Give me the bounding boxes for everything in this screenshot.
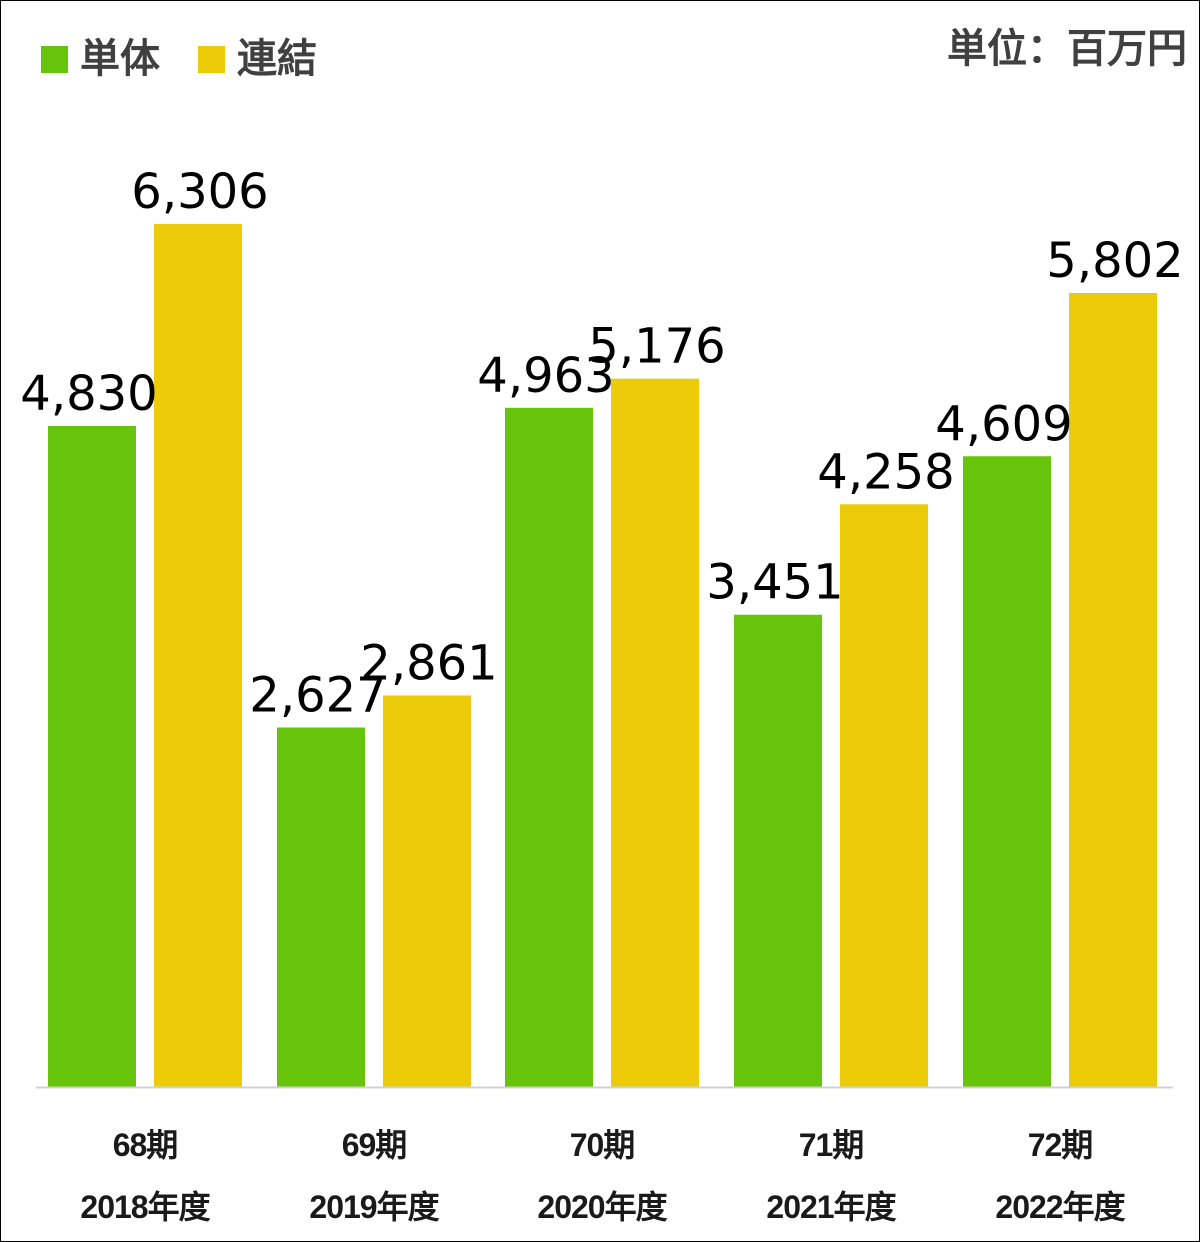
x-tick-year-0: 2018年度 [80,1189,210,1225]
data-label-single-0: 4,830 [20,366,157,422]
legend-item-single: 単体 [41,39,160,79]
x-tick-period-4: 72期 [1028,1127,1093,1163]
bar-single-2 [505,407,593,1087]
x-tick-period-2: 70期 [570,1127,635,1163]
data-label-consolidated-0: 6,306 [131,164,268,220]
data-label-consolidated-3: 4,258 [817,444,954,500]
data-label-single-3: 3,451 [706,555,843,611]
data-label-single-4: 4,609 [935,396,1072,452]
x-tick-year-1: 2019年度 [309,1189,439,1225]
x-tick-period-3: 71期 [799,1127,864,1163]
unit-label: 単位：百万円 [947,26,1187,72]
bar-single-1 [277,727,365,1087]
bar-consolidated-4 [1069,292,1157,1087]
data-label-consolidated-4: 5,802 [1046,233,1183,289]
x-tick-period-1: 69期 [342,1127,407,1163]
x-tick-period-0: 68期 [113,1127,178,1163]
data-label-single-2: 4,963 [477,348,614,404]
legend-label-single: 単体 [80,36,160,82]
bar-consolidated-2 [611,378,699,1087]
x-tick-year-2: 2020年度 [537,1189,667,1225]
x-tick-year-4: 2022年度 [995,1189,1125,1225]
legend: 単体 連結 [41,39,355,79]
bar-single-0 [48,426,136,1087]
x-tick-year-3: 2021年度 [766,1189,896,1225]
data-label-consolidated-2: 5,176 [588,319,725,375]
bar-single-3 [734,614,822,1087]
bar-consolidated-1 [383,695,471,1087]
data-label-consolidated-1: 2,861 [360,635,497,691]
data-label-single-1: 2,627 [249,667,386,723]
bar-single-4 [963,456,1051,1087]
bar-consolidated-3 [840,504,928,1087]
bar-consolidated-0 [154,224,242,1087]
legend-swatch-single [41,45,68,73]
legend-item-consolidated: 連結 [198,39,317,79]
legend-swatch-consolidated [198,45,225,73]
legend-label-consolidated: 連結 [237,36,317,82]
